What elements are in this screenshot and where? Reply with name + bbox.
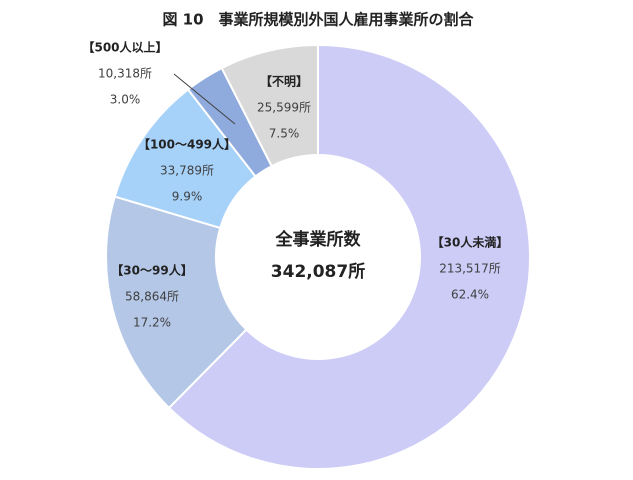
segment-name: 【30人未満】 (432, 235, 509, 250)
donut-segment (167, 43, 531, 470)
segment-name: 【不明】 (260, 74, 308, 89)
center-label: 全事業所数 (275, 229, 362, 250)
leader-line (173, 73, 236, 125)
center-value: 342,087所 (271, 262, 365, 282)
segment-count: 213,517所 (439, 262, 501, 276)
segment-percent: 7.5% (269, 127, 300, 141)
segment-name: 【30～99人】 (111, 263, 192, 278)
segment-percent: 62.4% (451, 288, 489, 302)
donut-segment (220, 43, 319, 168)
segment-name: 【100～499人】 (138, 137, 236, 152)
segment-count: 25,599所 (257, 101, 311, 115)
segment-percent: 9.9% (172, 190, 203, 204)
segment-name: 【500人以上】 (82, 40, 167, 55)
segment-count: 33,789所 (160, 164, 214, 178)
segment-percent: 3.0% (110, 93, 141, 107)
chart-title: 図 10 事業所規模別外国人雇用事業所の割合 (162, 11, 474, 29)
segment-percent: 17.2% (133, 316, 171, 330)
segment-count: 10,318所 (98, 67, 152, 81)
donut-segment (105, 195, 248, 410)
segment-count: 58,864所 (125, 290, 179, 304)
